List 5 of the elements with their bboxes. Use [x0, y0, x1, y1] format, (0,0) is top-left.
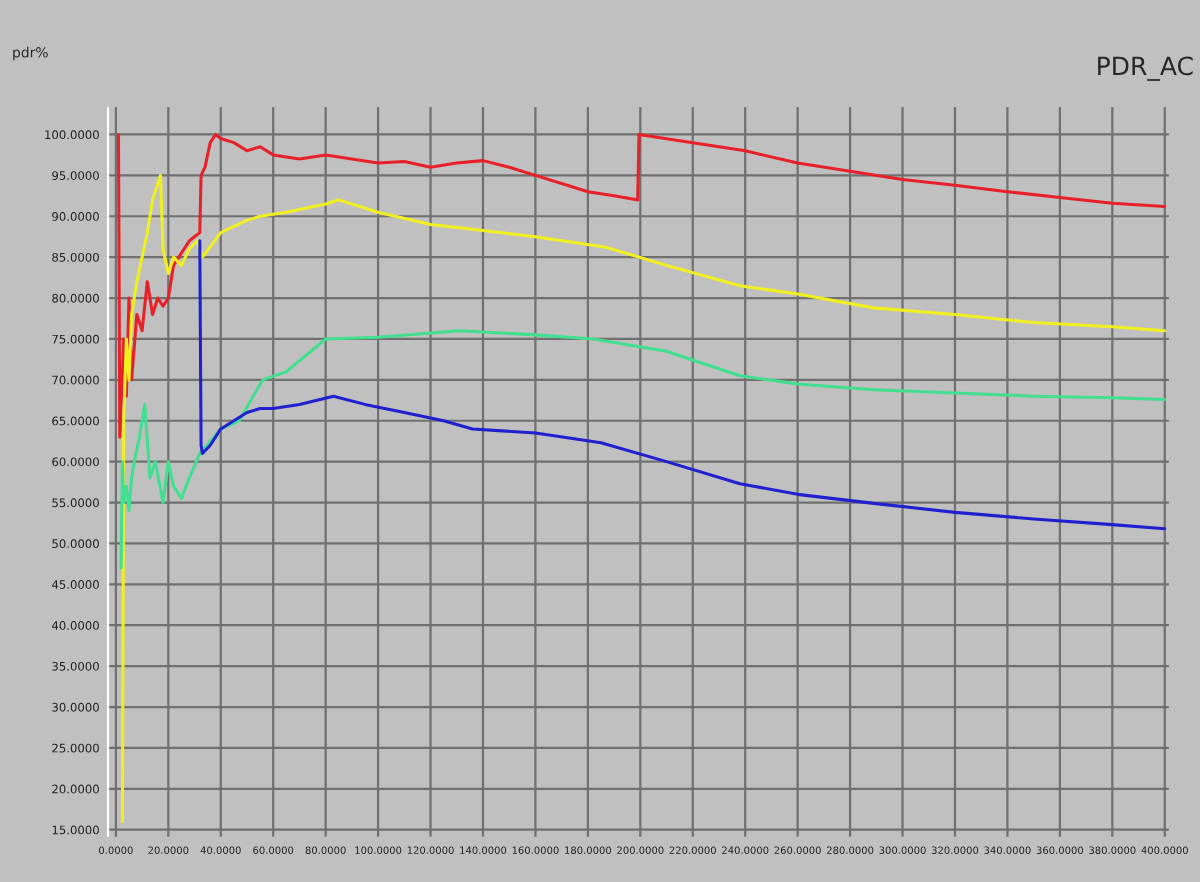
line-series	[119, 329, 1167, 570]
line-series	[116, 132, 1167, 439]
line-series	[120, 173, 1167, 824]
line-series	[198, 239, 1167, 531]
chart-title: PDR_AC	[1098, 56, 1193, 81]
